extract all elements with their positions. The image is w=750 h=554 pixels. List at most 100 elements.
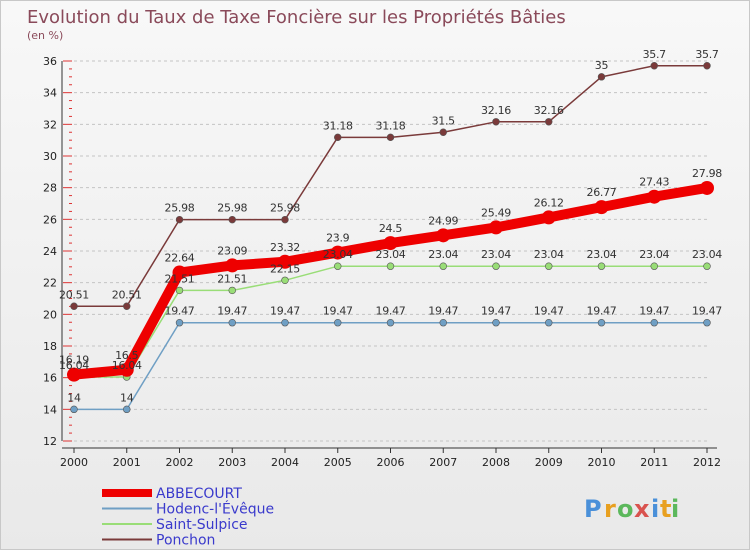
point-ponchon-2009 xyxy=(545,118,553,126)
data-label-abbecourt-2004: 23.32 xyxy=(270,241,300,254)
data-label-ponchon-2003: 25.98 xyxy=(217,202,247,215)
series-line-hodenc-l-v-que xyxy=(73,321,708,411)
chart-subtitle: (en %) xyxy=(27,29,63,42)
data-label-ponchon-2012: 35.7 xyxy=(695,48,719,61)
point-hodenc-l-v-que-2005 xyxy=(334,319,342,327)
data-label-abbecourt-2002: 22.64 xyxy=(165,252,195,265)
point-saint-sulpice-2004 xyxy=(281,276,289,284)
x-tick-label-2011: 2011 xyxy=(640,456,668,469)
data-label-hodenc-l-v-que-2007: 19.47 xyxy=(428,305,458,318)
point-abbecourt-2011 xyxy=(647,189,662,204)
data-label-hodenc-l-v-que-2003: 19.47 xyxy=(217,305,247,318)
logo-letter-5: t xyxy=(660,495,671,523)
data-label-abbecourt-2001: 16.5 xyxy=(115,349,139,362)
point-hodenc-l-v-que-2004 xyxy=(281,319,289,327)
data-label-saint-sulpice-2004: 22.15 xyxy=(270,262,300,275)
data-label-abbecourt-2010: 26.77 xyxy=(587,186,617,199)
legend-label-ponchon: Ponchon xyxy=(156,533,215,549)
data-label-ponchon-2005: 31.18 xyxy=(323,119,353,132)
point-saint-sulpice-2009 xyxy=(545,262,553,270)
point-saint-sulpice-2005 xyxy=(334,262,342,270)
data-label-abbecourt-2003: 23.09 xyxy=(217,244,247,257)
point-saint-sulpice-2007 xyxy=(439,262,447,270)
data-label-abbecourt-2009: 26.12 xyxy=(534,196,564,209)
data-labels: 20.51 20.51 25.98 25.98 25.98 31.18 31.18 31.5 3… xyxy=(59,48,723,405)
y-tick-label-32: 32 xyxy=(43,118,57,131)
data-label-saint-sulpice-2002: 21.51 xyxy=(165,272,195,285)
data-label-abbecourt-2006: 24.5 xyxy=(379,222,403,235)
data-label-saint-sulpice-2003: 21.51 xyxy=(217,272,247,285)
x-tick-label-2006: 2006 xyxy=(377,456,405,469)
point-saint-sulpice-2002 xyxy=(175,286,184,295)
data-label-hodenc-l-v-que-2002: 19.47 xyxy=(165,305,195,318)
point-abbecourt-2001 xyxy=(119,362,134,377)
chart-title: Evolution du Taux de Taxe Foncière sur l… xyxy=(27,7,566,28)
y-tick-label-12: 12 xyxy=(43,435,57,448)
data-label-hodenc-l-v-que-2004: 19.47 xyxy=(270,305,300,318)
x-tick-label-2003: 2003 xyxy=(218,456,246,469)
x-tick-label-2002: 2002 xyxy=(166,456,194,469)
point-ponchon-2001 xyxy=(123,302,131,310)
data-label-ponchon-2002: 25.98 xyxy=(165,202,195,215)
point-hodenc-l-v-que-2011 xyxy=(650,319,658,327)
point-ponchon-2006 xyxy=(386,133,395,142)
data-label-abbecourt-2007: 24.99 xyxy=(428,214,458,227)
y-tick-label-14: 14 xyxy=(43,403,57,416)
data-label-saint-sulpice-2012: 23.04 xyxy=(692,248,722,261)
data-label-hodenc-l-v-que-2000: 14 xyxy=(67,391,81,404)
point-saint-sulpice-2010 xyxy=(597,262,606,270)
point-hodenc-l-v-que-2008 xyxy=(492,319,500,327)
point-hodenc-l-v-que-2009 xyxy=(545,319,553,327)
y-tick-label-22: 22 xyxy=(43,277,57,290)
y-tick-label-36: 36 xyxy=(43,55,57,68)
y-tick-label-16: 16 xyxy=(43,372,57,385)
data-label-hodenc-l-v-que-2009: 19.47 xyxy=(534,305,564,318)
x-tick-label-2001: 2001 xyxy=(113,456,141,469)
point-hodenc-l-v-que-2012 xyxy=(703,319,711,327)
logo-letter-3: x xyxy=(634,495,650,523)
x-tick-label-2000: 2000 xyxy=(60,456,88,469)
point-ponchon-2010 xyxy=(597,73,606,81)
data-label-hodenc-l-v-que-2012: 19.47 xyxy=(692,305,722,318)
legend-label-abbecourt: ABBECOURT xyxy=(156,486,242,502)
y-tick-label-30: 30 xyxy=(43,150,57,163)
point-saint-sulpice-2003 xyxy=(228,286,236,295)
data-label-ponchon-2006: 31.18 xyxy=(376,119,406,132)
data-label-abbecourt-2008: 25.49 xyxy=(481,206,511,219)
data-label-saint-sulpice-2000: 16.04 xyxy=(59,359,89,372)
point-ponchon-2004 xyxy=(281,215,289,224)
data-label-saint-sulpice-2011: 23.04 xyxy=(639,248,669,261)
y-tick-label-34: 34 xyxy=(43,87,57,100)
data-label-saint-sulpice-2008: 23.04 xyxy=(481,248,511,261)
point-saint-sulpice-2012 xyxy=(703,262,711,270)
point-abbecourt-2007 xyxy=(436,228,451,243)
legend-label-saint-sulpice: Saint-Sulpice xyxy=(156,517,248,533)
data-label-saint-sulpice-2006: 23.04 xyxy=(376,248,406,261)
legend: ABBECOURTHodenc-l'ÉvêqueSaint-SulpicePon… xyxy=(102,486,274,549)
logo-letter-6: i xyxy=(671,495,679,523)
y-tick-label-28: 28 xyxy=(43,182,57,195)
point-saint-sulpice-2006 xyxy=(386,262,395,270)
data-label-ponchon-2010: 35 xyxy=(595,59,609,72)
data-label-hodenc-l-v-que-2001: 14 xyxy=(120,391,134,404)
y-tick-label-26: 26 xyxy=(43,213,57,226)
point-hodenc-l-v-que-2006 xyxy=(386,319,395,327)
point-abbecourt-2000 xyxy=(67,367,81,382)
data-label-abbecourt-2000: 16.19 xyxy=(59,354,89,367)
legend-label-hodenc-l-v-que: Hodenc-l'Évêque xyxy=(156,501,274,518)
point-abbecourt-2008 xyxy=(489,220,503,235)
y-tick-label-20: 20 xyxy=(43,308,57,321)
data-label-saint-sulpice-2010: 23.04 xyxy=(587,248,617,261)
point-abbecourt-2005 xyxy=(330,245,345,260)
data-label-abbecourt-2005: 23.9 xyxy=(326,232,350,245)
point-abbecourt-2006 xyxy=(383,236,398,251)
data-label-ponchon-2000: 20.51 xyxy=(59,288,89,301)
point-hodenc-l-v-que-2007 xyxy=(439,319,447,327)
logo-letter-4: i xyxy=(651,495,659,523)
point-hodenc-l-v-que-2003 xyxy=(228,319,236,327)
point-hodenc-l-v-que-2010 xyxy=(597,319,606,327)
point-saint-sulpice-2008 xyxy=(492,262,500,270)
